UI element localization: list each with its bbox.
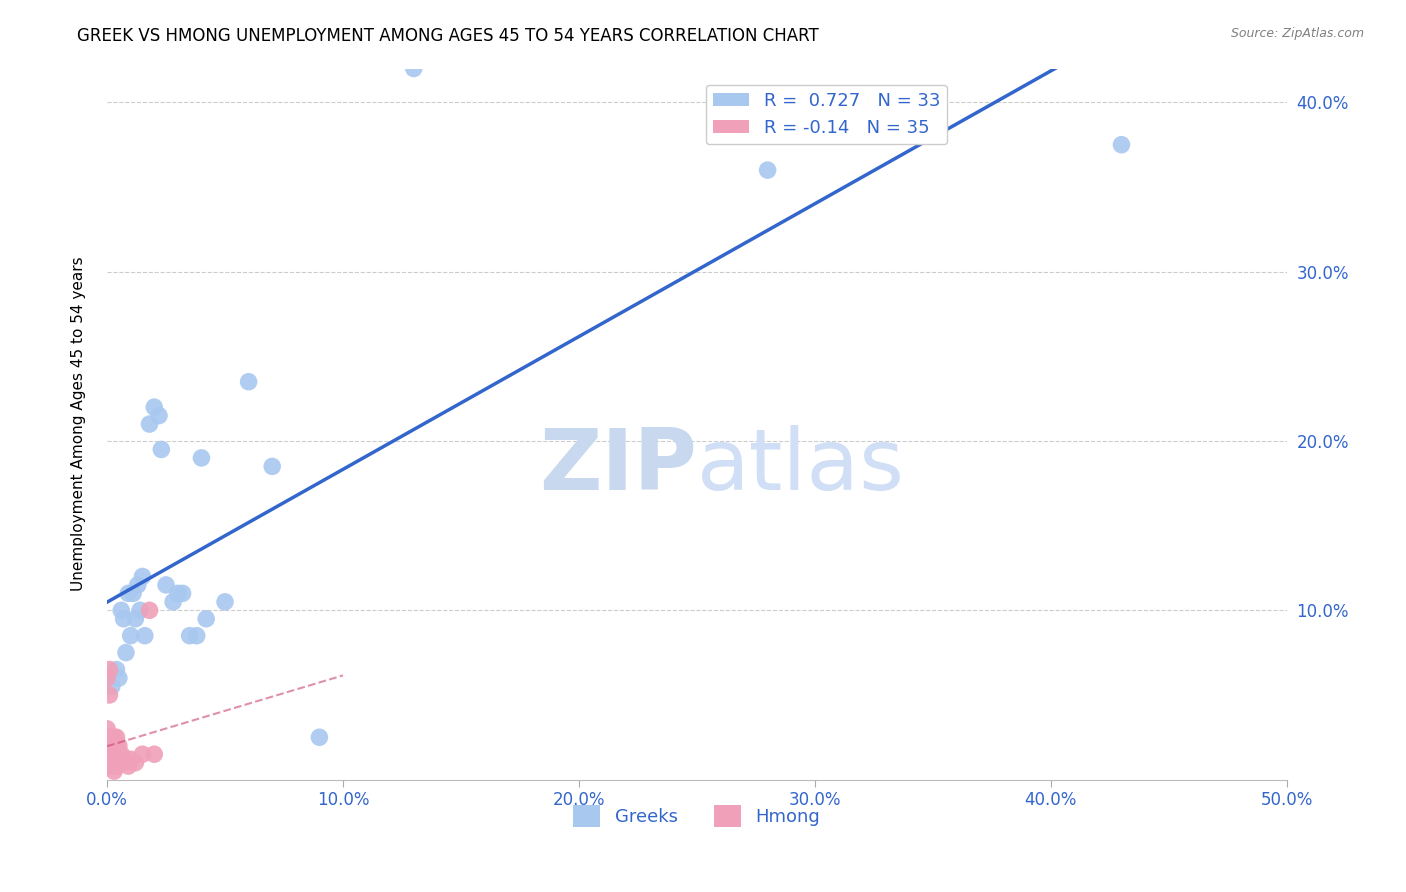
Point <box>101 759 124 773</box>
Point <box>124 612 146 626</box>
Point <box>96 722 118 736</box>
Point <box>131 747 153 762</box>
Point <box>112 612 135 626</box>
Point <box>96 739 118 753</box>
Point <box>262 459 284 474</box>
Point <box>155 578 177 592</box>
Point <box>308 731 330 745</box>
Point <box>138 603 160 617</box>
Point <box>96 671 118 685</box>
Point <box>108 671 131 685</box>
Point <box>172 586 194 600</box>
Point <box>402 62 425 76</box>
Point <box>96 747 118 762</box>
Point <box>120 629 142 643</box>
Point <box>103 742 125 756</box>
Point <box>105 752 128 766</box>
Point <box>105 663 128 677</box>
Point <box>105 731 128 745</box>
Point <box>98 752 121 766</box>
Point <box>190 450 212 465</box>
Point <box>166 586 188 600</box>
Point <box>186 629 208 643</box>
Point <box>214 595 236 609</box>
Point <box>148 409 170 423</box>
Point <box>103 756 125 770</box>
Point <box>117 586 139 600</box>
Text: Source: ZipAtlas.com: Source: ZipAtlas.com <box>1230 27 1364 40</box>
Point <box>117 759 139 773</box>
Point <box>162 595 184 609</box>
Point <box>105 759 128 773</box>
Point <box>129 603 152 617</box>
Point <box>101 680 124 694</box>
Point <box>96 731 118 745</box>
Point <box>1111 137 1133 152</box>
Point <box>110 747 132 762</box>
Point <box>115 752 138 766</box>
Point <box>103 764 125 779</box>
Point <box>195 612 218 626</box>
Text: GREEK VS HMONG UNEMPLOYMENT AMONG AGES 45 TO 54 YEARS CORRELATION CHART: GREEK VS HMONG UNEMPLOYMENT AMONG AGES 4… <box>77 27 820 45</box>
Text: ZIP: ZIP <box>538 425 697 508</box>
Point <box>179 629 201 643</box>
Point <box>112 756 135 770</box>
Point <box>101 731 124 745</box>
Point <box>98 663 121 677</box>
Point <box>120 752 142 766</box>
Point <box>122 586 145 600</box>
Text: atlas: atlas <box>697 425 905 508</box>
Point <box>756 163 779 178</box>
Point <box>103 747 125 762</box>
Point <box>127 578 149 592</box>
Point <box>98 731 121 745</box>
Point <box>143 400 166 414</box>
Point <box>110 603 132 617</box>
Point <box>108 756 131 770</box>
Point <box>98 742 121 756</box>
Point <box>108 739 131 753</box>
Point <box>115 646 138 660</box>
Point <box>98 759 121 773</box>
Point <box>101 752 124 766</box>
Point <box>150 442 173 457</box>
Legend: Greeks, Hmong: Greeks, Hmong <box>567 798 828 835</box>
Point <box>138 417 160 431</box>
Point <box>103 731 125 745</box>
Point <box>131 569 153 583</box>
Point <box>124 756 146 770</box>
Point <box>101 739 124 753</box>
Point <box>143 747 166 762</box>
Point <box>134 629 156 643</box>
Point <box>98 688 121 702</box>
Point <box>105 739 128 753</box>
Point <box>238 375 260 389</box>
Y-axis label: Unemployment Among Ages 45 to 54 years: Unemployment Among Ages 45 to 54 years <box>72 257 86 591</box>
